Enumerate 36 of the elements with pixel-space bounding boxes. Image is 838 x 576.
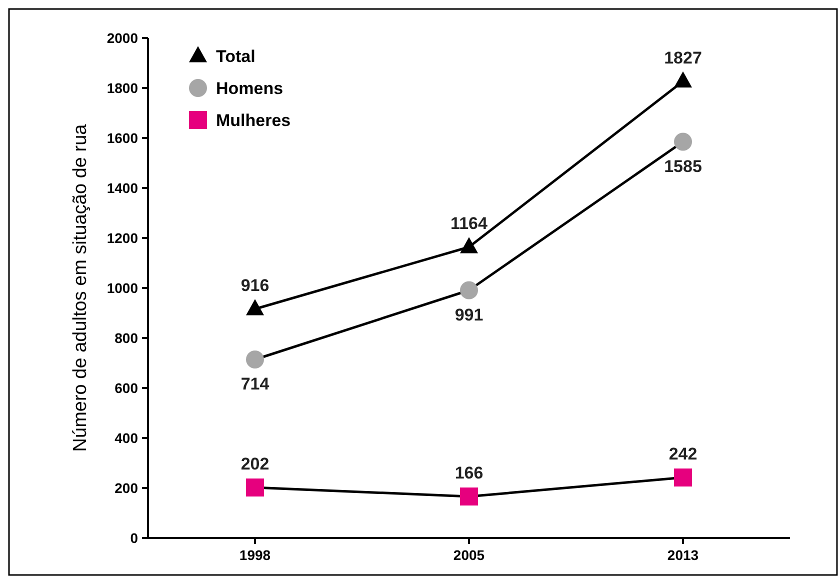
point [460,488,478,506]
legend-label: Mulheres [216,111,291,130]
data-label: 1827 [664,48,702,68]
data-label: 1164 [450,214,488,233]
y-tick-label: 1400 [106,180,138,196]
point [460,237,478,254]
point [246,478,264,496]
point [246,350,264,368]
y-axis-title: Número de adultos em situação de rua [70,124,91,452]
y-tick-label: 1200 [106,230,138,246]
y-tick-label: 800 [114,330,138,346]
data-label: 202 [240,454,270,474]
point [460,281,478,300]
x-tick-label: 2013 [667,547,699,563]
y-tick-label: 600 [114,380,138,396]
y-tick-label: 0 [130,530,138,546]
point [674,468,692,486]
y-tick-label: 400 [114,430,138,446]
data-label: 242 [668,444,698,464]
x-tick-label: 1998 [239,547,271,563]
point [674,71,692,88]
point [674,132,692,151]
data-label: 1585 [664,156,702,176]
y-tick-label: 200 [114,480,138,496]
legend-label: Total [216,47,256,66]
data-label: 166 [454,464,484,482]
y-tick-label: 2000 [106,30,138,46]
data-label: 714 [240,374,270,394]
point [246,299,264,316]
data-label: 916 [240,276,270,295]
data-label: 991 [454,305,484,324]
x-tick-label: 2005 [453,547,485,563]
y-tick-label: 1800 [106,80,138,96]
y-tick-label: 1600 [106,130,138,146]
y-tick-label: 1000 [106,280,138,296]
legend-label: Homens [216,79,284,98]
